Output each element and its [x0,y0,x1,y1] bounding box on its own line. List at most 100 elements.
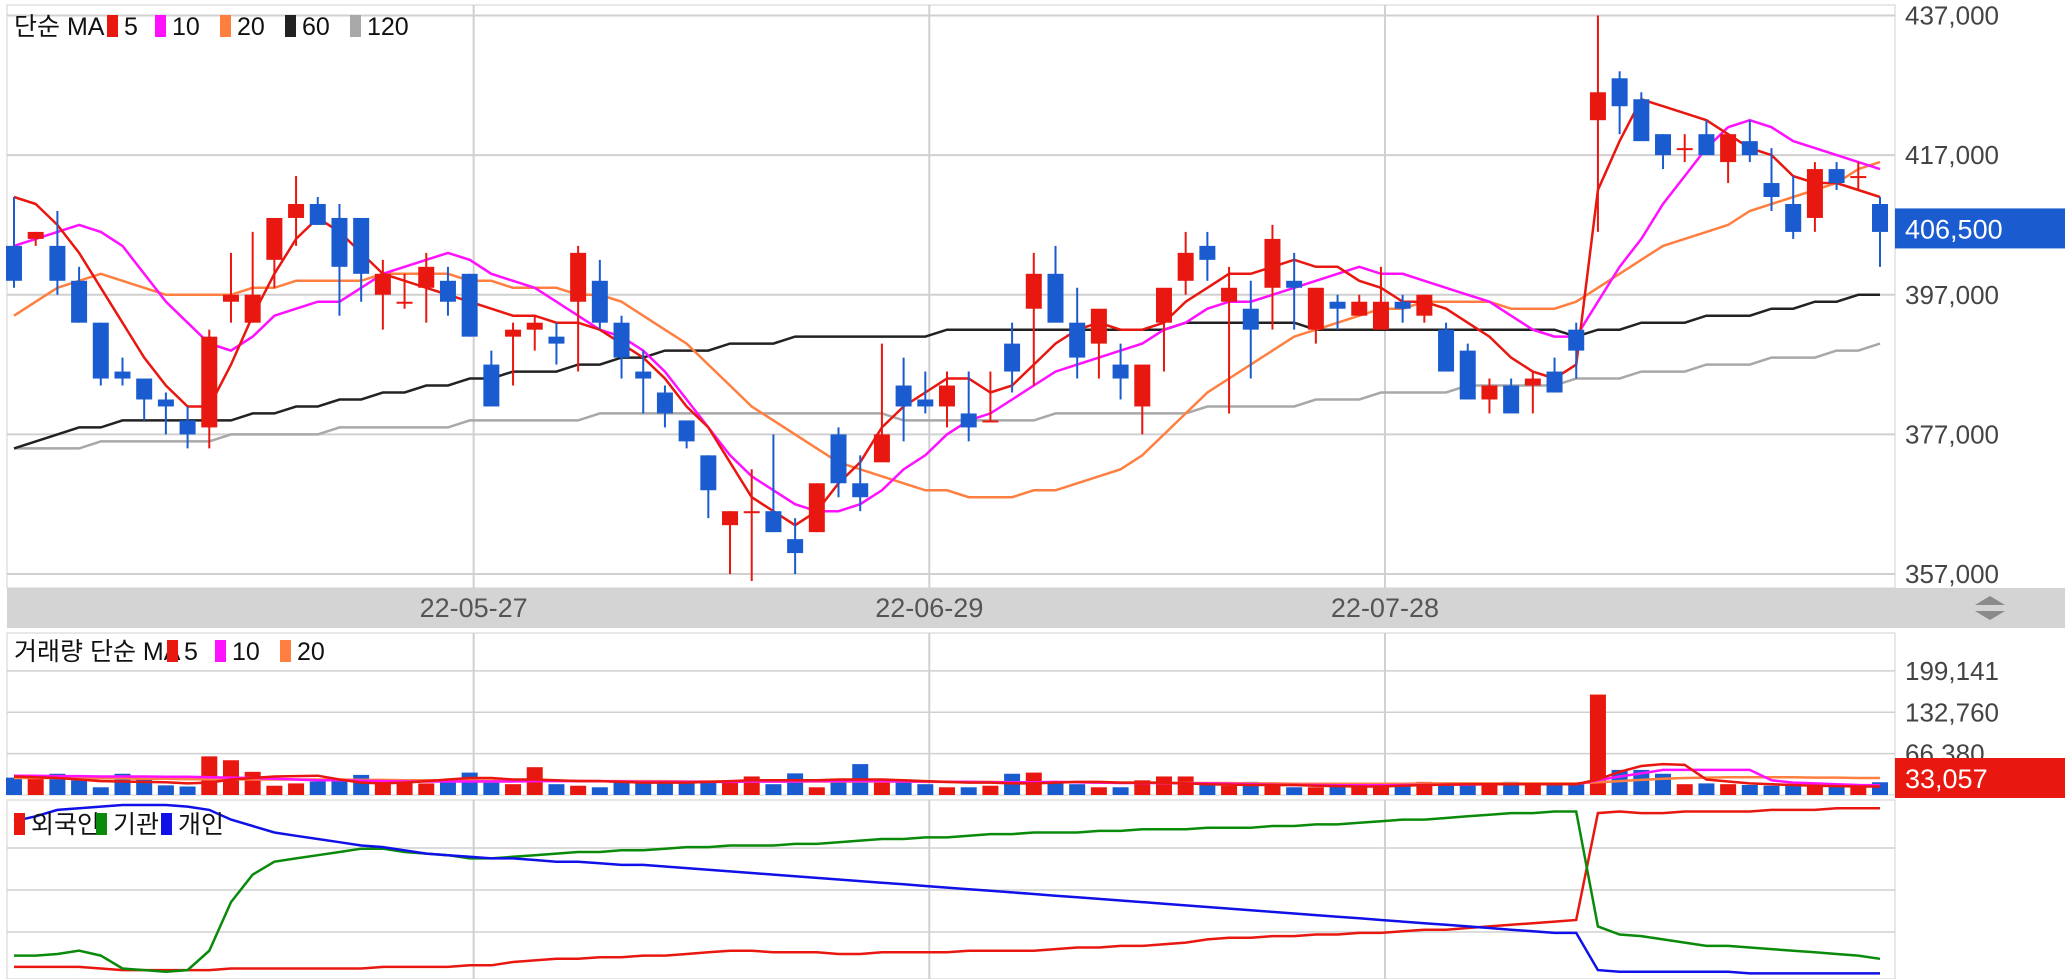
volume-bar [548,784,565,795]
candle-body [1264,238,1281,288]
candle-body [743,511,760,514]
candle-body [1025,273,1042,309]
volume-bar [765,784,782,795]
current-volume-label: 33,057 [1905,764,1988,794]
volume-bar [461,772,478,795]
legend-label: 기관 [113,811,159,839]
candle-body [1416,294,1433,316]
volume-bar [722,780,739,795]
candle-body [1004,343,1021,372]
price-tick-label: 437,000 [1905,0,1999,30]
candle-body [656,392,673,414]
legend-swatch [107,15,118,37]
candle-body [1806,169,1823,218]
volume-bar [808,787,825,795]
candle-body [1459,350,1476,400]
candle-body [765,511,782,533]
legend-swatch [350,15,361,37]
candle-body [288,203,305,218]
volume-bar [244,771,261,795]
legend-label: 개인 [178,811,224,839]
volume-bar [1112,787,1129,795]
volume-bar [1177,776,1194,795]
candle-body [374,273,391,295]
candle-body [92,322,109,379]
legend-label: 120 [367,13,409,41]
volume-bar [656,781,673,795]
candle-body [917,399,934,407]
volume-bar [591,787,608,795]
volume-bar [179,786,196,795]
candle-body [1351,301,1368,316]
candle-body [266,217,283,260]
candle-body [1047,273,1064,323]
volume-bar [1568,784,1585,795]
volume-bar [71,780,88,795]
volume-bar [1264,784,1281,795]
volume-bar [1546,784,1563,795]
volume-bar [1069,784,1086,795]
volume-bar [1155,776,1172,795]
candle-body [700,455,717,491]
candle-body [396,301,413,304]
legend-swatch [280,640,291,662]
candle-body [960,413,977,428]
legend-swatch [96,813,107,835]
volume-bar [92,787,109,795]
volume-bars [6,694,1888,795]
volume-bar [613,781,630,795]
candle-body [1155,287,1172,323]
candle-body [1720,134,1737,163]
candle-body [461,273,478,337]
price-tick-label: 377,000 [1905,419,1999,449]
candle-body [439,280,456,302]
price-tick-label: 417,000 [1905,140,1999,170]
volume-bar [1438,784,1455,795]
candle-body [331,217,348,267]
volume-bar [1763,785,1780,795]
current-price-tag [1895,208,2065,249]
candle-body [939,385,955,407]
resize-down-icon[interactable] [1975,611,2005,620]
candle-body [1698,134,1715,156]
candle-body [1850,176,1867,179]
candle-body [27,231,44,239]
volume-bar [678,781,695,795]
volume-bar [1633,769,1650,795]
volume-bar [1481,784,1498,795]
investor-lines [13,803,1881,975]
volume-bar [1307,787,1324,795]
candle-body [1546,371,1563,393]
volume-bar [201,756,218,795]
legend-swatch [285,15,296,37]
investor-line-1 [14,806,1880,972]
candle-body [1069,322,1086,358]
volume-ma-lines [13,762,1881,788]
candle-body [1177,252,1194,281]
volume-bar [1698,783,1715,795]
candle-body [1655,134,1672,156]
candle-body [1329,301,1346,309]
candle-body [1741,141,1758,156]
volume-bar [27,776,44,795]
candle-body [1112,364,1129,379]
candle-body [1611,78,1628,107]
candle-body [179,420,196,435]
resize-up-icon[interactable] [1975,596,2005,605]
candle-body [613,322,630,358]
candle-body [1676,148,1693,151]
investor-line-2 [14,810,1881,974]
candle-body [1785,203,1802,232]
candle-body [852,483,869,498]
candle-body [1633,99,1650,142]
volume-bar [1720,784,1737,795]
candle-body [505,329,522,337]
volume-bar [1351,785,1368,795]
legend-label: 20 [237,13,265,41]
volume-tick-label: 132,760 [1905,697,1999,727]
volume-bar [1199,784,1216,795]
legend-swatch [161,813,172,835]
legend-label: 10 [172,13,200,41]
